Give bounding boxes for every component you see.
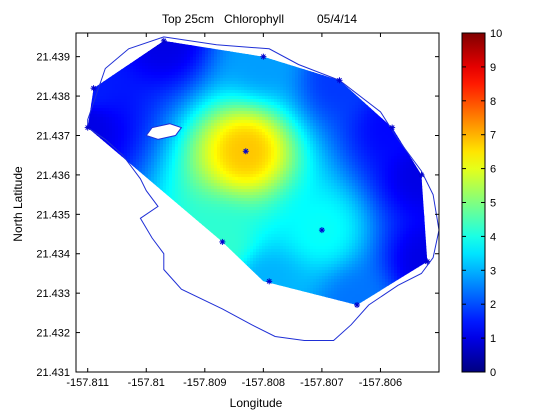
sample-point-6 bbox=[389, 124, 396, 131]
y-tick-label: 21.435 bbox=[36, 209, 70, 221]
sample-point-2 bbox=[90, 85, 97, 92]
y-tick-label: 21.434 bbox=[36, 249, 70, 261]
title-depth: Top 25cm bbox=[162, 12, 214, 26]
sample-point-10 bbox=[318, 227, 325, 234]
x-axis-ticks: -157.811 -157.81 -157.809 -157.808 -157.807 -… bbox=[66, 33, 402, 389]
x-tick-label: -157.811 bbox=[66, 377, 109, 389]
colorbar-tick-label: 8 bbox=[490, 96, 496, 108]
x-tick-label: -157.81 bbox=[128, 377, 165, 389]
sample-points bbox=[84, 37, 431, 308]
x-tick-label: -157.808 bbox=[242, 377, 285, 389]
sample-point-9 bbox=[354, 301, 361, 308]
colorbar: 0 1 2 3 4 5 6 7 8 9 10 bbox=[461, 28, 502, 379]
shoreline bbox=[87, 36, 440, 341]
title-variable: Chlorophyll bbox=[224, 12, 284, 26]
sample-point-4 bbox=[260, 53, 267, 60]
sample-point-5 bbox=[336, 77, 343, 84]
sample-point-3 bbox=[160, 37, 167, 44]
y-tick-label: 21.433 bbox=[36, 288, 70, 300]
y-tick-label: 21.432 bbox=[36, 328, 70, 340]
plot-frame bbox=[75, 32, 440, 373]
y-axis-ticks: 21.431 21.432 21.433 21.434 21.435 21.436 21.4… bbox=[36, 52, 439, 379]
sample-point-7 bbox=[418, 171, 425, 178]
sample-point-1 bbox=[84, 124, 91, 131]
sample-point-12 bbox=[219, 238, 226, 245]
x-tick-label: -157.806 bbox=[359, 377, 402, 389]
y-tick-label: 21.438 bbox=[36, 91, 70, 103]
colorbar-tick-label: 2 bbox=[490, 299, 496, 311]
sample-point-11 bbox=[266, 278, 273, 285]
colorbar-tick-label: 3 bbox=[490, 265, 496, 277]
x-tick-label: -157.809 bbox=[183, 377, 226, 389]
y-tick-label: 21.431 bbox=[36, 367, 70, 379]
colorbar-tick-label: 5 bbox=[490, 198, 496, 210]
colorbar-tick-label: 6 bbox=[490, 164, 496, 176]
colorbar-tick-label: 10 bbox=[490, 28, 502, 40]
y-axis-label: North Latitude bbox=[11, 166, 25, 242]
sample-point-8 bbox=[424, 258, 431, 265]
chart-title: Top 25cm Chlorophyll 05/4/14 bbox=[162, 12, 357, 26]
colorbar-tick-label: 9 bbox=[490, 62, 496, 74]
x-tick-label: -157.807 bbox=[300, 377, 343, 389]
sample-point-13 bbox=[242, 148, 249, 155]
island bbox=[145, 123, 183, 140]
colorbar-tick-label: 0 bbox=[490, 367, 496, 379]
colorbar-tick-label: 4 bbox=[490, 231, 496, 243]
shoreline-layer bbox=[87, 36, 440, 341]
title-date: 05/4/14 bbox=[317, 12, 357, 26]
colorbar-tick-label: 1 bbox=[490, 333, 496, 345]
y-tick-label: 21.437 bbox=[36, 130, 70, 142]
y-tick-label: 21.436 bbox=[36, 170, 70, 182]
colorbar-tick-label: 7 bbox=[490, 130, 496, 142]
x-axis-label: Longitude bbox=[230, 396, 283, 410]
colorbar-ticks: 0 1 2 3 4 5 6 7 8 9 10 bbox=[462, 28, 502, 379]
y-tick-label: 21.439 bbox=[36, 52, 70, 64]
colorbar-gradient bbox=[462, 33, 485, 372]
